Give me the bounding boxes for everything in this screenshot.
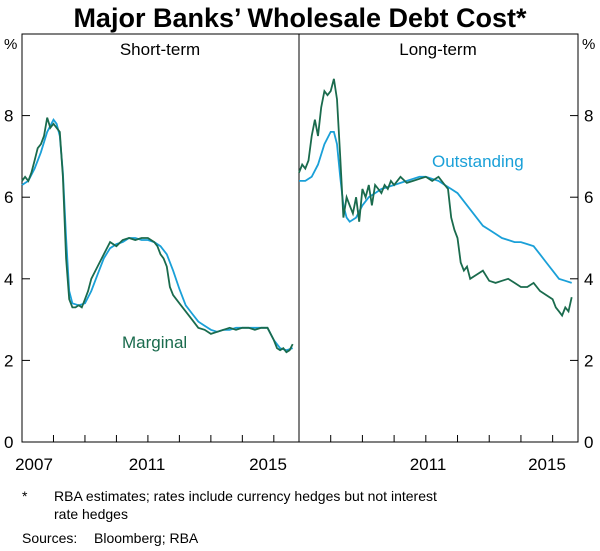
sources-text: Bloomberg; RBA [94, 530, 199, 546]
x-tick-label: 2011 [410, 455, 447, 474]
tick-marks [22, 115, 578, 442]
plot-frame [21, 33, 579, 443]
short-term-outstanding-line [21, 118, 293, 352]
chart-title: Major Banks’ Wholesale Debt Cost* [73, 3, 527, 33]
y-tick-label-left: 6 [4, 188, 13, 207]
footnote-line-1: RBA estimates; rates include currency he… [54, 488, 437, 504]
y-tick-label-right: 4 [584, 270, 593, 289]
panel-title-long-term: Long-term [399, 40, 476, 59]
y-tick-label-left: 4 [4, 270, 13, 289]
marginal-series-label: Marginal [122, 333, 187, 352]
x-tick-label: 2015 [528, 455, 566, 474]
y-unit-label-right: % [582, 36, 595, 53]
x-tick-label: 2011 [129, 455, 166, 474]
y-tick-label-left: 0 [4, 433, 13, 452]
y-tick-label-right: 6 [584, 188, 593, 207]
y-tick-label-left: 8 [4, 107, 13, 126]
short-term-marginal-line [21, 117, 294, 354]
long-term-marginal-line [298, 78, 573, 318]
footnote-marker: * [22, 488, 28, 504]
footnote-line-2: rate hedges [54, 506, 128, 522]
y-tick-label-right: 8 [584, 107, 593, 126]
outstanding-series-label: Outstanding [432, 152, 524, 171]
y-tick-label-right: 0 [584, 433, 593, 452]
x-tick-label: 2007 [15, 455, 53, 474]
y-tick-label-right: 2 [584, 351, 593, 370]
x-tick-label: 2015 [249, 455, 287, 474]
sources-label: Sources: [22, 530, 78, 546]
y-tick-label-left: 2 [4, 351, 13, 370]
panel-title-short-term: Short-term [120, 40, 200, 59]
y-unit-label-left: % [4, 36, 17, 53]
